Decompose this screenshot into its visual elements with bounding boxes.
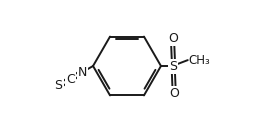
Text: S: S [55, 79, 62, 92]
Text: N: N [78, 66, 87, 79]
Text: O: O [169, 87, 179, 100]
Text: S: S [169, 60, 177, 72]
Text: O: O [168, 32, 178, 45]
Text: C: C [66, 73, 75, 86]
Text: CH₃: CH₃ [188, 54, 210, 67]
